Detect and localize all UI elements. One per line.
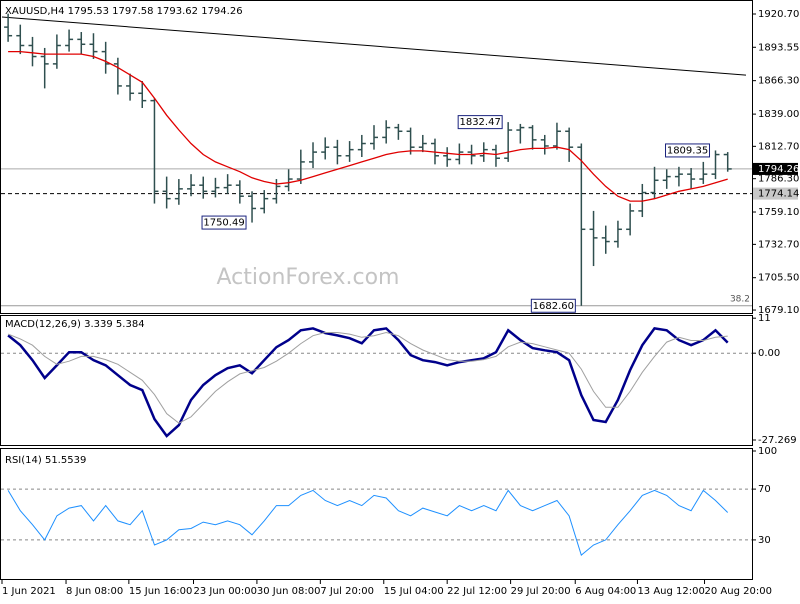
y-tick-label: 100 (758, 446, 777, 457)
x-tick-label: 1 Jun 2021 (2, 586, 56, 597)
x-tick-label: 30 Jun 08:00 (257, 586, 321, 597)
panel-title: XAUUSD,H4 1795.53 1797.58 1793.62 1794.2… (5, 6, 243, 17)
x-tick-label: 7 Jul 20:00 (320, 586, 374, 597)
y-tick-label: 0.00 (758, 348, 780, 359)
price-label-box (753, 162, 798, 175)
x-tick-label: 13 Aug 12:00 (637, 586, 704, 597)
fib-label: 38.2 (730, 294, 750, 304)
x-tick-label: 20 Aug 20:00 (705, 586, 772, 597)
price-annotation-box (530, 298, 576, 313)
y-tick-label: 11 (758, 313, 771, 324)
panel-title: RSI(14) 51.5539 (5, 455, 86, 466)
watermark: ActionForex.com (217, 265, 400, 290)
y-tick-label: 1893.55 (758, 42, 799, 53)
y-tick-label: 1732.70 (758, 239, 799, 250)
price-panel (0, 0, 753, 314)
price-annotation-box (665, 143, 711, 158)
price-annotation: 1832.47 (459, 117, 500, 128)
x-tick-label: 15 Jul 04:00 (384, 586, 444, 597)
trendline (1, 16, 747, 76)
price-label: 1774.14 (758, 189, 799, 200)
price-annotation: 1809.35 (667, 145, 708, 156)
indicator-line (7, 489, 729, 556)
price-annotation: 1682.60 (533, 301, 574, 312)
price-label-box (753, 187, 798, 200)
moving-average (8, 50, 728, 202)
indicator-line (7, 327, 729, 438)
price-annotation: 1750.49 (203, 218, 244, 229)
x-tick-label: 23 Jun 00:00 (193, 586, 257, 597)
y-tick-label: 1812.70 (758, 141, 799, 152)
macd-panel (0, 315, 753, 446)
x-tick-label: 29 Jul 20:00 (511, 586, 571, 597)
y-tick-label: 70 (758, 484, 771, 495)
y-tick-label: 1786.30 (758, 174, 799, 185)
x-tick-label: 22 Jul 12:00 (447, 586, 507, 597)
price-annotation-box (201, 215, 247, 230)
y-tick-label: 1839.00 (758, 109, 799, 120)
y-tick-label: -27.269 (758, 435, 797, 446)
rsi-panel (0, 448, 753, 580)
y-tick-label: 1705.50 (758, 273, 799, 284)
panel-title: MACD(12,26,9) 3.339 5.384 (5, 319, 145, 330)
y-tick-label: 1759.10 (758, 207, 799, 218)
y-tick-label: 1920.70 (758, 9, 799, 20)
y-tick-label: 1866.30 (758, 76, 799, 87)
y-tick-label: 1679.10 (758, 305, 799, 316)
x-tick-label: 6 Aug 04:00 (575, 586, 636, 597)
x-tick-label: 15 Jun 16:00 (129, 586, 193, 597)
price-label: 1794.26 (758, 164, 799, 175)
indicator-line (7, 331, 728, 424)
y-tick-label: 30 (758, 535, 771, 546)
x-tick-label: 8 Jun 08:00 (66, 586, 123, 597)
price-annotation-box (457, 115, 503, 130)
